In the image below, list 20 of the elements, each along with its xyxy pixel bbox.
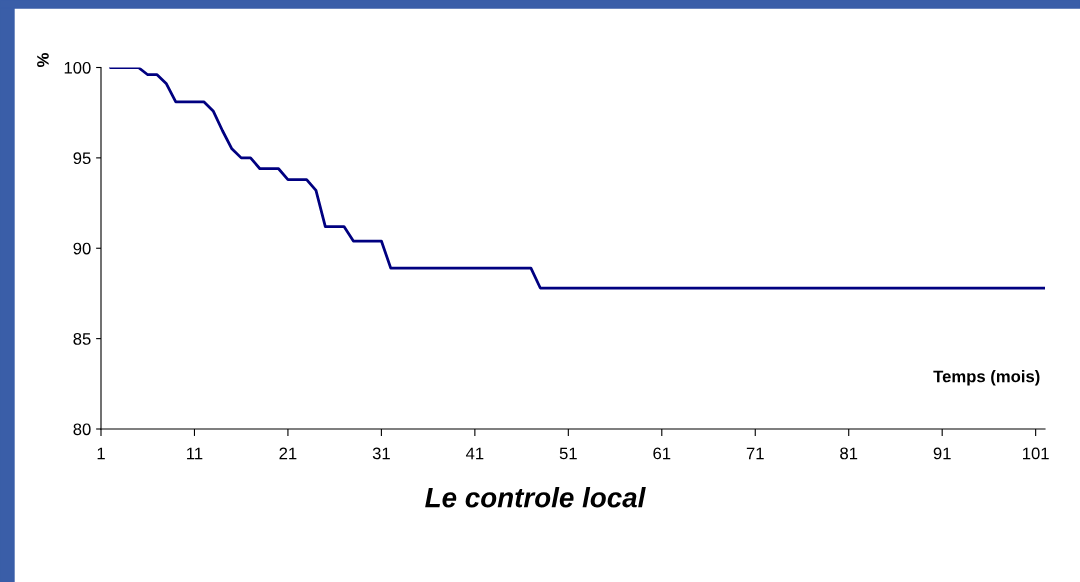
text: Le controle local bbox=[425, 487, 646, 508]
y-tick-label: 90 bbox=[73, 242, 91, 255]
x-tick-label: 81 bbox=[840, 447, 858, 460]
y-tick-label: 85 bbox=[73, 333, 91, 345]
y-tick-label: 100 bbox=[64, 61, 91, 74]
x-axis-title: Temps (mois) bbox=[933, 370, 1040, 386]
x-tick-label: 51 bbox=[559, 447, 577, 460]
x-tick-label: 91 bbox=[933, 447, 951, 460]
x-tick-label: 41 bbox=[465, 447, 484, 460]
line-series bbox=[108, 67, 1045, 290]
x-tick-label: 31 bbox=[372, 447, 390, 460]
y-tick-label: 95 bbox=[73, 152, 91, 165]
x-tick-label: 71 bbox=[746, 447, 764, 460]
x-tick-label: 101 bbox=[1023, 447, 1049, 460]
y-tick-label: 80 bbox=[73, 423, 91, 436]
x-tick-label: 1 bbox=[97, 447, 105, 460]
x-tick-label: 21 bbox=[279, 447, 297, 460]
x-tick-label: 11 bbox=[187, 447, 203, 460]
y-axis-title: % bbox=[37, 53, 49, 68]
x-tick-label: 61 bbox=[653, 447, 671, 460]
